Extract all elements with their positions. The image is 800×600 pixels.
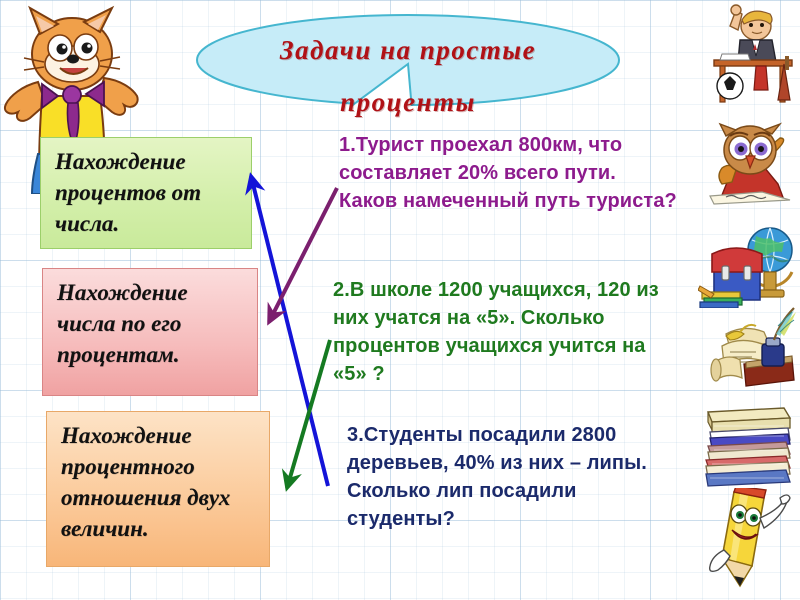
cartoon-pencil-character: [706, 488, 796, 596]
stack-of-books: [700, 402, 796, 488]
problem-text-3: 3.Студенты посадили 2800 деревьев, 40% и…: [347, 424, 647, 530]
thinking-owl: [700, 122, 796, 208]
schoolboy-raising-hand: [700, 4, 796, 108]
concept-box-finding-percent-of-number[interactable]: Нахождение процентов от числа.: [40, 137, 252, 249]
title-callout-shape: [196, 14, 620, 106]
backpack-globe-books: [698, 212, 796, 308]
purple-arrow: [267, 187, 339, 326]
green-arrow: [281, 339, 332, 492]
problem-text-2: 2.В школе 1200 учащихся, 120 из них учат…: [333, 279, 659, 385]
problem-text-1: 1.Турист проехал 800км, что составляет 2…: [339, 134, 677, 212]
inkwell-quill-scroll: [700, 306, 796, 398]
concept-box-finding-number-by-percent[interactable]: Нахождение числа по его процентам.: [42, 268, 258, 396]
concept-box-finding-percent-ratio[interactable]: Нахождение процентного отношения двух ве…: [46, 411, 270, 567]
